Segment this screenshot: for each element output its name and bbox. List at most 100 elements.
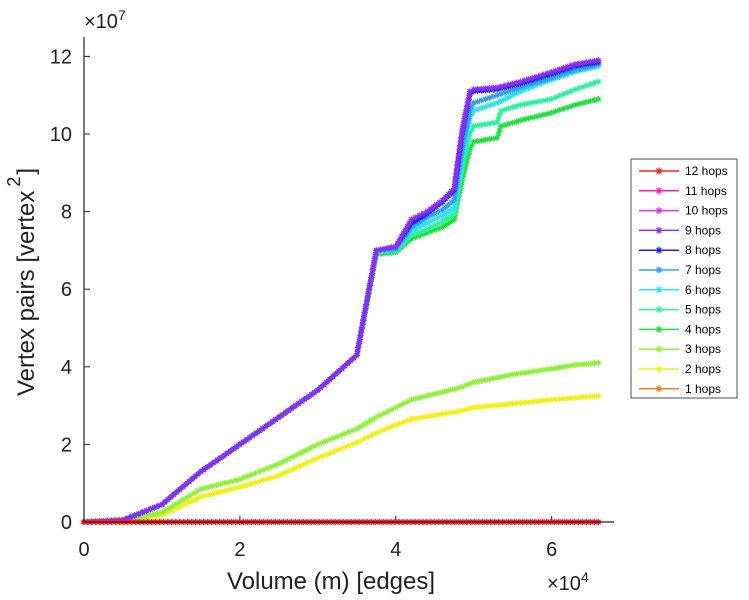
data-point — [301, 396, 308, 403]
data-point — [427, 412, 434, 419]
data-point — [259, 425, 266, 432]
data-point — [227, 448, 234, 455]
legend-item: 5 hops — [639, 303, 721, 317]
data-point — [330, 435, 337, 442]
x-exponent-label: ×104 — [547, 569, 589, 595]
y-axis-label: Vertex pairs [vertex2] — [4, 168, 40, 396]
data-point — [420, 414, 427, 421]
data-point — [275, 414, 282, 421]
legend-marker — [655, 306, 663, 314]
data-point — [246, 434, 253, 441]
data-point — [455, 154, 462, 161]
data-point — [455, 150, 462, 157]
legend-item: 2 hops — [639, 362, 721, 376]
data-point — [447, 409, 454, 416]
data-point — [595, 78, 602, 85]
data-point — [474, 378, 481, 385]
legend-item: 7 hops — [639, 263, 721, 277]
data-point — [359, 321, 366, 328]
data-point — [451, 409, 458, 416]
y-tick-label: 10 — [50, 124, 72, 146]
data-point — [388, 244, 395, 251]
x-tick-labels: 0 2 4 6 — [78, 539, 557, 561]
data-point — [451, 204, 458, 211]
data-point — [249, 432, 256, 439]
data-point — [482, 136, 489, 143]
legend-label: 8 hops — [685, 243, 721, 257]
data-point — [358, 325, 365, 331]
data-point — [525, 399, 532, 406]
data-point — [529, 99, 536, 106]
legend-marker — [655, 246, 663, 254]
x-axis-label: Volume (m) [edges] — [227, 568, 435, 595]
data-point — [423, 208, 430, 215]
legend-label: 11 hops — [685, 184, 727, 198]
data-point — [443, 410, 450, 417]
data-point — [460, 119, 467, 126]
legend-label: 4 hops — [685, 322, 721, 336]
data-point — [357, 332, 364, 339]
data-point — [536, 397, 543, 404]
data-point — [509, 104, 516, 111]
data-point — [363, 301, 370, 308]
data-point — [521, 101, 528, 108]
legend-item: 9 hops — [639, 223, 721, 237]
data-point — [366, 282, 373, 289]
data-point — [412, 415, 419, 422]
legend-marker — [655, 286, 663, 294]
data-point — [500, 96, 507, 103]
data-point — [439, 411, 446, 418]
data-point — [583, 98, 590, 105]
data-point — [466, 92, 473, 99]
data-point — [579, 361, 586, 368]
data-point — [470, 86, 477, 93]
data-point — [314, 387, 321, 394]
data-point — [207, 461, 214, 468]
data-point — [368, 274, 375, 281]
data-point — [591, 360, 598, 367]
legend-item: 8 hops — [639, 243, 721, 257]
data-point — [583, 393, 590, 400]
data-point — [308, 391, 315, 398]
data-point — [373, 247, 380, 254]
data-point — [544, 397, 551, 404]
data-point — [223, 450, 230, 457]
data-point — [371, 259, 378, 266]
data-point — [474, 122, 481, 129]
data-point — [462, 107, 469, 114]
data-point — [240, 439, 247, 446]
data-point — [544, 96, 551, 103]
data-point — [366, 286, 373, 293]
data-point — [572, 61, 579, 68]
data-point — [204, 464, 211, 471]
data-point — [478, 377, 485, 384]
data-point — [217, 488, 224, 495]
data-point — [452, 173, 459, 180]
legend-label: 5 hops — [685, 303, 721, 317]
data-point — [456, 142, 463, 149]
y-axis-label-sup: 2 — [4, 177, 24, 187]
y-tick-label: 2 — [61, 434, 72, 456]
legend-label: 9 hops — [685, 223, 721, 237]
data-point — [457, 138, 464, 145]
data-point — [253, 430, 260, 437]
data-point — [439, 212, 446, 219]
data-point — [464, 99, 471, 106]
legend-marker — [655, 226, 663, 234]
data-point — [354, 348, 361, 355]
data-point — [365, 290, 372, 297]
data-point — [371, 255, 378, 262]
data-point — [486, 120, 493, 127]
data-point — [465, 96, 472, 103]
y-tick-label: 0 — [61, 512, 72, 534]
data-point — [205, 491, 212, 498]
legend-item: 4 hops — [639, 322, 721, 336]
data-point — [454, 158, 461, 165]
data-point — [536, 98, 543, 105]
data-point — [370, 262, 377, 269]
legend-label: 3 hops — [685, 342, 721, 356]
legend-item: 6 hops — [639, 283, 721, 297]
data-point — [423, 413, 430, 420]
data-point — [494, 374, 501, 381]
